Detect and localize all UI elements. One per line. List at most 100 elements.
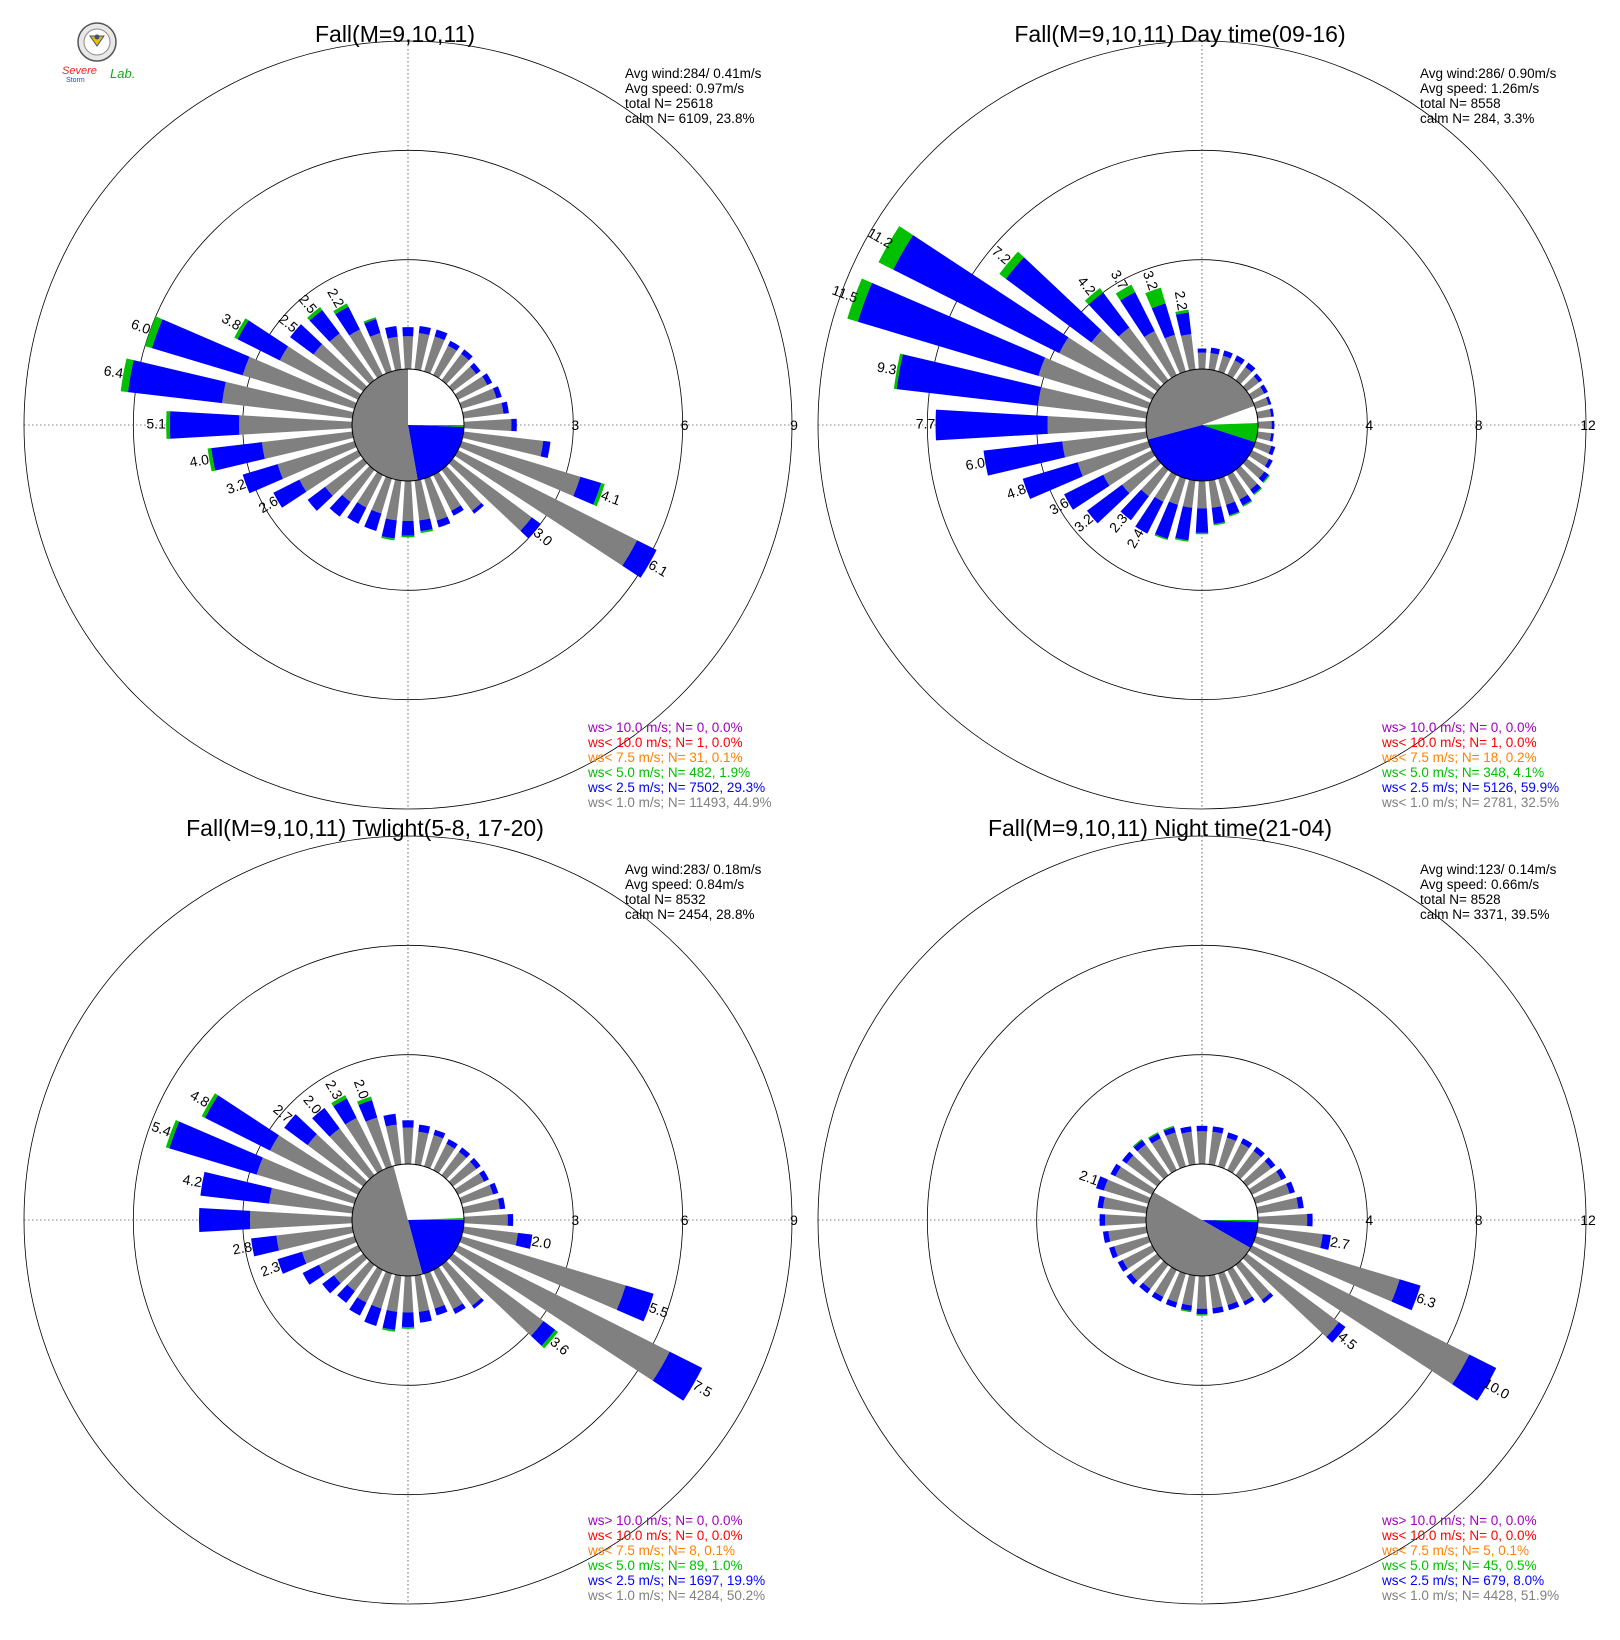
- bar-segment-lt25: [204, 1095, 279, 1151]
- bar-segment-lt25: [573, 476, 602, 505]
- bar-segment-lt1: [454, 1173, 485, 1195]
- legend-entry: ws< 7.5 m/s; N= 18, 0.2%: [1381, 750, 1537, 765]
- legend-entry: ws> 10.0 m/s; N= 0, 0.0%: [587, 1513, 743, 1528]
- calm-sector: [352, 1165, 423, 1276]
- bar-segment-lt1: [222, 381, 354, 419]
- stat-line: calm N= 2454, 28.8%: [625, 907, 754, 922]
- bar-segment-lt1: [325, 458, 368, 496]
- bar-segment-lt1: [1248, 1245, 1470, 1385]
- bar-segment-lt5: [144, 316, 163, 349]
- bar-segment-lt25: [127, 360, 226, 404]
- bar-segment-lt25: [1005, 257, 1102, 343]
- bar-segment-lt1: [1108, 1226, 1148, 1242]
- bar-value-label: 4.1: [599, 487, 623, 509]
- bar-segment-lt1: [1257, 1213, 1308, 1227]
- bar-segment-lt25: [1222, 350, 1233, 359]
- bar-segment-lt1: [1227, 471, 1248, 500]
- bar-segment-lt25: [402, 327, 414, 337]
- bar-segment-lt25: [436, 516, 451, 528]
- bar-segment-lt1: [1062, 431, 1148, 458]
- bar-segment-lt25: [349, 1297, 367, 1316]
- bar-segment-lt1: [1197, 352, 1207, 370]
- bar-segment-lt25: [198, 1207, 251, 1233]
- bar-segment-lt1: [1115, 1166, 1156, 1195]
- bar-segment-lt25: [1196, 1125, 1208, 1132]
- bar-segment-lt5: [401, 1326, 415, 1329]
- bar-segment-lt25: [1265, 396, 1272, 405]
- stat-line: total N= 8558: [1420, 96, 1501, 111]
- bar-segment-lt25: [385, 325, 398, 339]
- bar-segment-lt25: [447, 340, 460, 351]
- bar-segment-lt1: [371, 476, 392, 514]
- stat-line: Avg speed: 1.26m/s: [1420, 81, 1539, 96]
- bar-segment-lt1: [1154, 471, 1177, 502]
- stat-line: Avg wind:284/ 0.41m/s: [625, 66, 762, 81]
- bar-value-label: 10.0: [1481, 1375, 1513, 1403]
- bar-segment-lt25: [1102, 1230, 1111, 1243]
- bar-segment-lt25: [312, 1107, 340, 1137]
- bar-segment-lt5: [847, 278, 872, 322]
- logo-text-severe: Severe: [62, 65, 97, 77]
- bar-segment-lt1: [448, 1253, 544, 1336]
- legend-entry: ws< 5.0 m/s; N= 89, 1.0%: [587, 1558, 743, 1573]
- ring-tick-label: 4: [1365, 1212, 1373, 1228]
- bar-segment-lt25: [530, 1320, 556, 1346]
- bar-segment-lt1: [414, 333, 430, 371]
- bar-segment-lt1: [1164, 334, 1186, 374]
- bar-segment-lt25: [1243, 1296, 1255, 1306]
- bar-segment-lt1: [277, 441, 357, 479]
- bar-segment-lt1: [1144, 331, 1177, 379]
- bar-segment-lt25: [242, 464, 283, 494]
- legend-entry: ws< 10.0 m/s; N= 0, 0.0%: [587, 1528, 743, 1543]
- bar-segment-lt1: [462, 402, 504, 419]
- bar-segment-lt5: [333, 303, 349, 315]
- bar-segment-lt25: [1250, 483, 1262, 495]
- bar-segment-lt5: [165, 1120, 180, 1149]
- bar-segment-lt1: [302, 1236, 357, 1264]
- bar-segment-lt1: [1037, 386, 1148, 419]
- bar-segment-lt5: [593, 482, 605, 507]
- bar-segment-lt1: [441, 353, 469, 385]
- calm-sector: [1202, 405, 1258, 425]
- legend-entry: ws< 5.0 m/s; N= 348, 4.1%: [1381, 765, 1544, 780]
- bar-segment-lt1: [454, 376, 488, 400]
- bar-segment-lt25: [1139, 1282, 1151, 1294]
- bar-segment-lt25: [1097, 1195, 1105, 1209]
- bar-segment-lt1: [1103, 450, 1156, 486]
- bar-segment-lt1: [433, 471, 461, 511]
- bar-segment-lt25: [381, 518, 397, 539]
- bar-segment-lt1: [424, 476, 448, 521]
- bar-segment-lt5: [1147, 1132, 1159, 1139]
- bar-segment-lt1: [441, 465, 482, 511]
- bar-segment-lt25: [1099, 1214, 1106, 1226]
- bar-segment-lt5: [878, 226, 914, 270]
- legend-entry: ws< 1.0 m/s; N= 11493, 44.9%: [587, 795, 772, 810]
- bar-segment-lt25: [237, 320, 289, 361]
- bar-segment-lt25: [1326, 1322, 1346, 1343]
- stat-line: Avg speed: 0.84m/s: [625, 877, 744, 892]
- bar-segment-lt1: [313, 344, 368, 392]
- bar-segment-lt1: [256, 1157, 357, 1204]
- bar-segment-lt25: [1261, 1292, 1274, 1304]
- bar-segment-lt5: [357, 1096, 373, 1105]
- bar-segment-lt1: [1256, 1226, 1323, 1248]
- bar-segment-lt5: [307, 307, 323, 321]
- bar-segment-lt25: [1452, 1354, 1497, 1401]
- bar-segment-lt1: [1253, 1236, 1400, 1302]
- bar-segment-lt1: [462, 1226, 518, 1246]
- bar-segment-lt25: [290, 324, 323, 355]
- bar-segment-lt25: [1165, 1299, 1178, 1308]
- bar-segment-lt25: [309, 309, 340, 342]
- bar-segment-lt1: [1114, 1236, 1151, 1257]
- bar-value-label: 6.0: [964, 454, 986, 473]
- calm-sector: [1146, 369, 1202, 440]
- bar-segment-lt5: [207, 448, 216, 472]
- legend-entry: ws< 5.0 m/s; N= 45, 0.5%: [1381, 1558, 1537, 1573]
- bar-segment-lt1: [1218, 355, 1231, 374]
- bar-segment-lt25: [1286, 1181, 1295, 1194]
- stat-line: total N= 8532: [625, 892, 706, 907]
- bar-segment-lt1: [448, 1161, 477, 1187]
- ring-tick-label: 9: [790, 417, 798, 433]
- bar-segment-lt1: [1227, 1143, 1250, 1174]
- bar-segment-lt1: [261, 431, 354, 459]
